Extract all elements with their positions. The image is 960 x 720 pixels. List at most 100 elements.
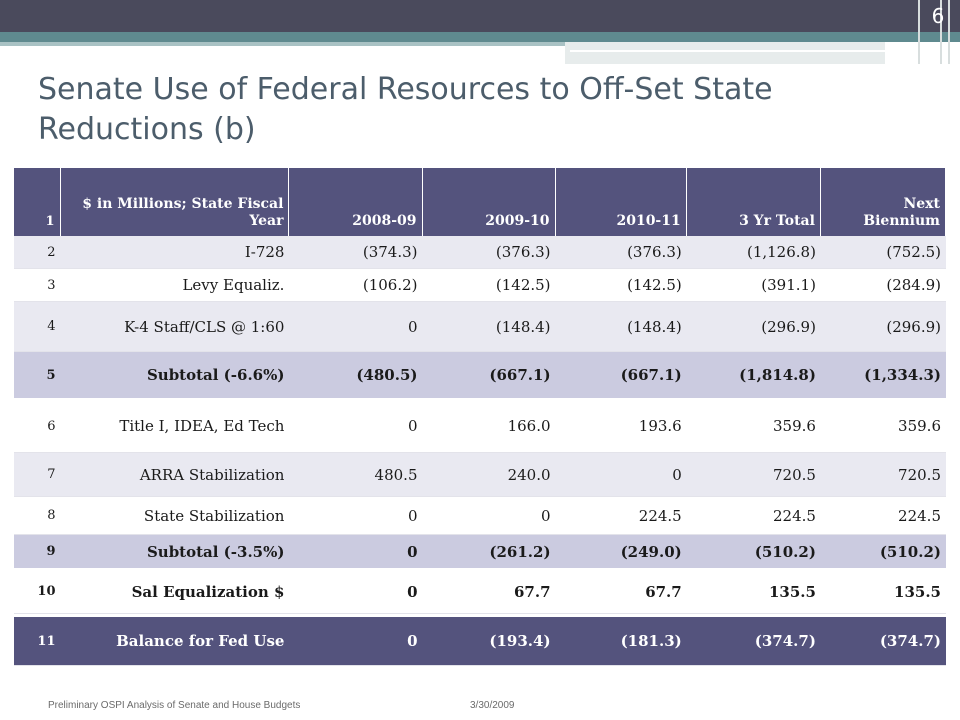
table-cell: (391.1) — [686, 269, 821, 302]
table-row: 4 K-4 Staff/CLS @ 1:60 0 (148.4) (148.4)… — [14, 302, 946, 352]
table-cell: (249.0) — [555, 535, 687, 570]
table-cell: Title I, IDEA, Ed Tech — [60, 400, 290, 453]
table-cell: (510.2) — [686, 535, 821, 570]
header-decor-line — [570, 50, 888, 52]
subtotal-row: 5 Subtotal (-6.6%) (480.5) (667.1) (667.… — [14, 352, 946, 400]
table-cell: 720.5 — [686, 453, 821, 497]
table-row: 7 ARRA Stabilization 480.5 240.0 0 720.5… — [14, 453, 946, 497]
header-decor-block — [565, 42, 885, 64]
table-cell: (667.1) — [422, 352, 556, 400]
table-cell: K-4 Staff/CLS @ 1:60 — [60, 302, 290, 352]
table-cell: 0 — [289, 614, 423, 666]
table-cell: (148.4) — [555, 302, 687, 352]
table-cell: (1,814.8) — [686, 352, 821, 400]
header-divider — [940, 0, 942, 64]
balance-row: 11 Balance for Fed Use 0 (193.4) (181.3)… — [14, 614, 946, 666]
table-cell: Balance for Fed Use — [60, 614, 290, 666]
header-cell: 2008-09 — [289, 168, 423, 236]
table-cell: 480.5 — [289, 453, 423, 497]
table-cell: (296.9) — [686, 302, 821, 352]
table-cell: 67.7 — [555, 570, 687, 614]
table-cell: 0 — [289, 535, 423, 570]
table-cell: I-728 — [60, 236, 290, 269]
page-number: 6 — [931, 4, 945, 28]
table-cell: 2 — [14, 236, 61, 269]
table-row: 3 Levy Equaliz. (106.2) (142.5) (142.5) … — [14, 269, 946, 302]
table-cell: ARRA Stabilization — [60, 453, 290, 497]
table-cell: Sal Equalization $ — [60, 570, 290, 614]
header-cell: 2010-11 — [555, 168, 687, 236]
table-cell: 6 — [14, 400, 61, 453]
table-cell: Levy Equaliz. — [60, 269, 290, 302]
table-cell: 0 — [555, 453, 687, 497]
table-cell: 0 — [289, 400, 423, 453]
header-cell: Next Biennium — [820, 168, 946, 236]
table-cell: State Stabilization — [60, 497, 290, 535]
table-cell: Subtotal (-3.5%) — [60, 535, 290, 570]
table-cell: 359.6 — [820, 400, 946, 453]
table-row: 8 State Stabilization 0 0 224.5 224.5 22… — [14, 497, 946, 535]
table-cell: 135.5 — [820, 570, 946, 614]
table-cell: 0 — [289, 570, 423, 614]
table-cell: 224.5 — [686, 497, 821, 535]
table-row: 2 I-728 (374.3) (376.3) (376.3) (1,126.8… — [14, 236, 946, 269]
table-cell: 0 — [289, 302, 423, 352]
table-cell: Subtotal (-6.6%) — [60, 352, 290, 400]
table-cell: 3 — [14, 269, 61, 302]
header-divider — [918, 0, 920, 64]
table-cell: 10 — [14, 570, 61, 614]
table-cell: 7 — [14, 453, 61, 497]
table-cell: (296.9) — [820, 302, 946, 352]
table-cell: 166.0 — [422, 400, 556, 453]
table-cell: (142.5) — [422, 269, 556, 302]
table-cell: (510.2) — [820, 535, 946, 570]
table-cell: 135.5 — [686, 570, 821, 614]
table-cell: 11 — [14, 614, 61, 666]
budget-table: 1 $ in Millions; State Fiscal Year 2008-… — [14, 168, 946, 666]
header-cell: 3 Yr Total — [686, 168, 821, 236]
table-cell: (193.4) — [422, 614, 556, 666]
subtotal-row: 9 Subtotal (-3.5%) 0 (261.2) (249.0) (51… — [14, 535, 946, 570]
header-cell: $ in Millions; State Fiscal Year — [60, 168, 290, 236]
table-cell: (284.9) — [820, 269, 946, 302]
header-bar — [0, 0, 960, 32]
footer-date: 3/30/2009 — [470, 700, 515, 711]
table-cell: (752.5) — [820, 236, 946, 269]
table-cell: 193.6 — [555, 400, 687, 453]
table-cell: 240.0 — [422, 453, 556, 497]
table-cell: 9 — [14, 535, 61, 570]
slide-title: Senate Use of Federal Resources to Off-S… — [38, 72, 773, 147]
table-cell: (261.2) — [422, 535, 556, 570]
table-cell: (667.1) — [555, 352, 687, 400]
table-cell: (374.3) — [289, 236, 423, 269]
header-accent-line — [0, 42, 580, 46]
table-header-row: 1 $ in Millions; State Fiscal Year 2008-… — [14, 168, 946, 236]
table-row: 6 Title I, IDEA, Ed Tech 0 166.0 193.6 3… — [14, 400, 946, 453]
table-cell: (480.5) — [289, 352, 423, 400]
table-cell: (1,334.3) — [820, 352, 946, 400]
table-cell: 67.7 — [422, 570, 556, 614]
header-accent-bar — [0, 32, 960, 42]
table-cell: 8 — [14, 497, 61, 535]
table-cell: 0 — [289, 497, 423, 535]
table-cell: 224.5 — [820, 497, 946, 535]
table-cell: (374.7) — [820, 614, 946, 666]
table-cell: (181.3) — [555, 614, 687, 666]
header-divider — [948, 0, 950, 64]
table-cell: (148.4) — [422, 302, 556, 352]
footer-text: Preliminary OSPI Analysis of Senate and … — [48, 700, 301, 711]
table-cell: (376.3) — [555, 236, 687, 269]
table-cell: (142.5) — [555, 269, 687, 302]
table-cell: (106.2) — [289, 269, 423, 302]
table-cell: 720.5 — [820, 453, 946, 497]
table-cell: 359.6 — [686, 400, 821, 453]
table-cell: 4 — [14, 302, 61, 352]
table-cell: (1,126.8) — [686, 236, 821, 269]
header-cell: 2009-10 — [422, 168, 556, 236]
header-cell: 1 — [14, 168, 61, 236]
table-cell: 224.5 — [555, 497, 687, 535]
table-cell: 0 — [422, 497, 556, 535]
table-cell: 5 — [14, 352, 61, 400]
table-cell: (376.3) — [422, 236, 556, 269]
table-row: 10 Sal Equalization $ 0 67.7 67.7 135.5 … — [14, 570, 946, 614]
